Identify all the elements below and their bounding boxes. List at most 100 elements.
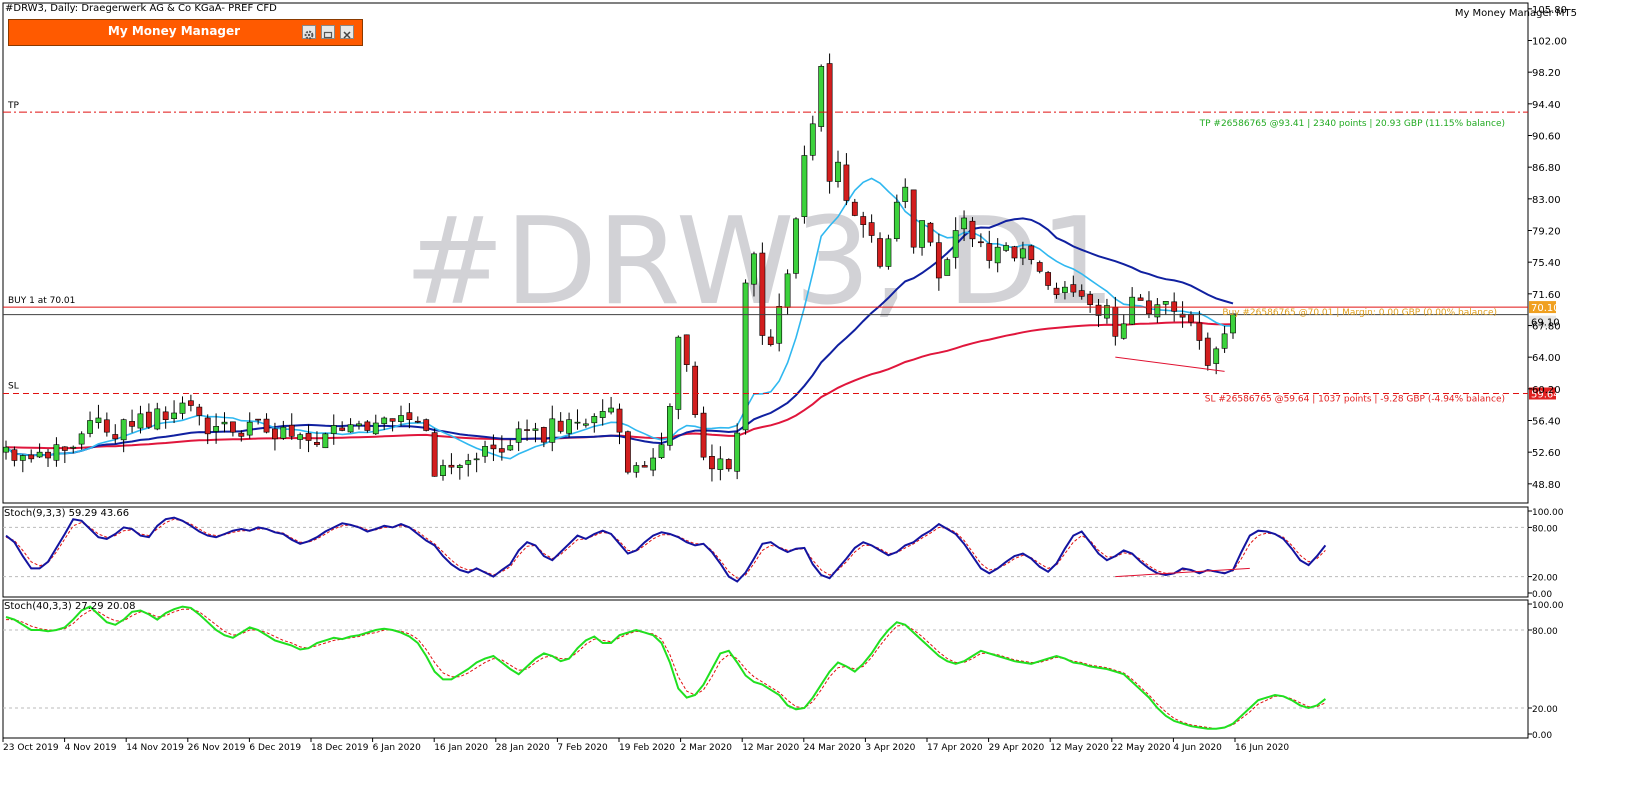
candle-body <box>549 418 556 443</box>
date-tick-label: 7 Feb 2020 <box>557 743 608 753</box>
candle-body <box>364 421 371 431</box>
candle-body <box>1095 304 1102 316</box>
candle-body <box>784 273 791 308</box>
candle-body <box>356 423 362 426</box>
candle-body <box>1179 313 1186 318</box>
candle-body <box>734 432 741 472</box>
gear-icon[interactable] <box>302 25 316 40</box>
price-tick-label: 98.20 <box>1532 68 1561 79</box>
candle-body <box>742 282 749 431</box>
candle-body <box>1011 246 1018 259</box>
candle-body <box>339 427 346 431</box>
candle-body <box>961 217 967 230</box>
current-price-tag <box>1529 315 1556 328</box>
date-tick-label: 4 Nov 2019 <box>65 743 117 753</box>
candle-body <box>507 445 514 451</box>
candle-body <box>809 123 816 156</box>
candle-body <box>767 336 774 345</box>
candle-body <box>1129 296 1136 325</box>
candle-body <box>498 448 505 453</box>
candle-body <box>137 413 144 429</box>
candle-body <box>776 306 783 344</box>
stoch-main-line <box>5 516 1327 583</box>
date-tick-label: 28 Jan 2020 <box>496 743 550 753</box>
tp-info: TP #26586765 @93.41 | 2340 points | 20.9… <box>1199 119 1505 129</box>
candle-body <box>935 242 942 279</box>
candle-body <box>28 454 35 460</box>
minimize-icon[interactable] <box>321 25 335 39</box>
date-tick-label: 16 Jan 2020 <box>434 743 488 753</box>
candle-body <box>305 433 312 441</box>
candle-body <box>431 432 438 477</box>
candle-body <box>238 432 245 437</box>
candle-body <box>406 412 413 420</box>
candle-body <box>204 417 211 435</box>
candle-body <box>423 419 430 431</box>
candle-body <box>1045 272 1052 286</box>
chart-panel-frame <box>2 599 1529 739</box>
candle-body <box>272 428 278 440</box>
candle-body <box>314 442 320 445</box>
candle-body <box>196 406 203 416</box>
date-tick-label: 19 Feb 2020 <box>619 743 675 753</box>
candle-body <box>919 220 925 248</box>
date-tick-label: 16 Jun 2020 <box>1235 743 1289 753</box>
candle-body <box>616 408 623 433</box>
price-tick-label: 75.40 <box>1532 258 1561 269</box>
candle-body <box>11 449 18 461</box>
candle-body <box>87 420 93 434</box>
sl-label: SL <box>8 382 19 392</box>
candle-body <box>1120 323 1127 339</box>
candle-body <box>187 400 194 406</box>
money-manager-panel[interactable]: My Money Manager <box>8 19 363 46</box>
candle-body <box>70 446 77 449</box>
stoch2-label: Stoch(40,3,3) 27.29 20.08 <box>4 601 136 612</box>
tp-label: TP <box>7 101 19 111</box>
candle-body <box>1154 304 1161 318</box>
candle-body <box>448 464 455 468</box>
candle-body <box>1036 262 1043 272</box>
candle-body <box>389 418 396 422</box>
stoch-tick-label: 20.00 <box>1532 574 1558 584</box>
candle-body <box>1204 337 1211 366</box>
candle-body <box>725 459 732 470</box>
candle-body <box>103 419 110 433</box>
candle-body <box>19 455 26 461</box>
stoch-main-line <box>5 605 1327 730</box>
candle-body <box>801 155 808 217</box>
candle-body <box>667 406 673 446</box>
candle-body <box>574 421 581 424</box>
stoch1-label: Stoch(9,3,3) 59.29 43.66 <box>4 508 130 519</box>
candle-body <box>860 216 867 225</box>
candle-body <box>557 420 564 432</box>
candle-body <box>658 444 665 458</box>
date-tick-label: 29 Apr 2020 <box>989 743 1045 753</box>
candle-body <box>692 365 699 415</box>
candle-body <box>36 451 43 458</box>
candle-body <box>145 411 152 428</box>
candle-body <box>751 253 757 285</box>
candle-body <box>977 241 984 244</box>
candle-body <box>515 428 522 443</box>
candle-body <box>1070 284 1077 293</box>
price-tick-label: 90.60 <box>1532 132 1561 143</box>
candle-body <box>1137 297 1144 301</box>
candle-body <box>709 456 715 470</box>
sl-price-tag <box>1529 387 1556 400</box>
candle-body <box>540 427 547 443</box>
candle-body <box>347 424 354 433</box>
candle-body <box>1087 294 1094 305</box>
stoch-tick-label: 100.00 <box>1532 601 1564 611</box>
candle-body <box>1104 305 1110 319</box>
candle-body <box>1028 245 1035 260</box>
candle-body <box>683 334 690 365</box>
candle-body <box>641 465 648 468</box>
stoch-tick-label: 0.00 <box>1532 590 1552 600</box>
candle-body <box>1162 301 1169 305</box>
candle-body <box>1112 307 1119 337</box>
candle-body <box>112 434 119 440</box>
close-icon[interactable] <box>340 25 354 39</box>
date-tick-label: 3 Apr 2020 <box>865 743 915 753</box>
candle-body <box>624 431 631 473</box>
